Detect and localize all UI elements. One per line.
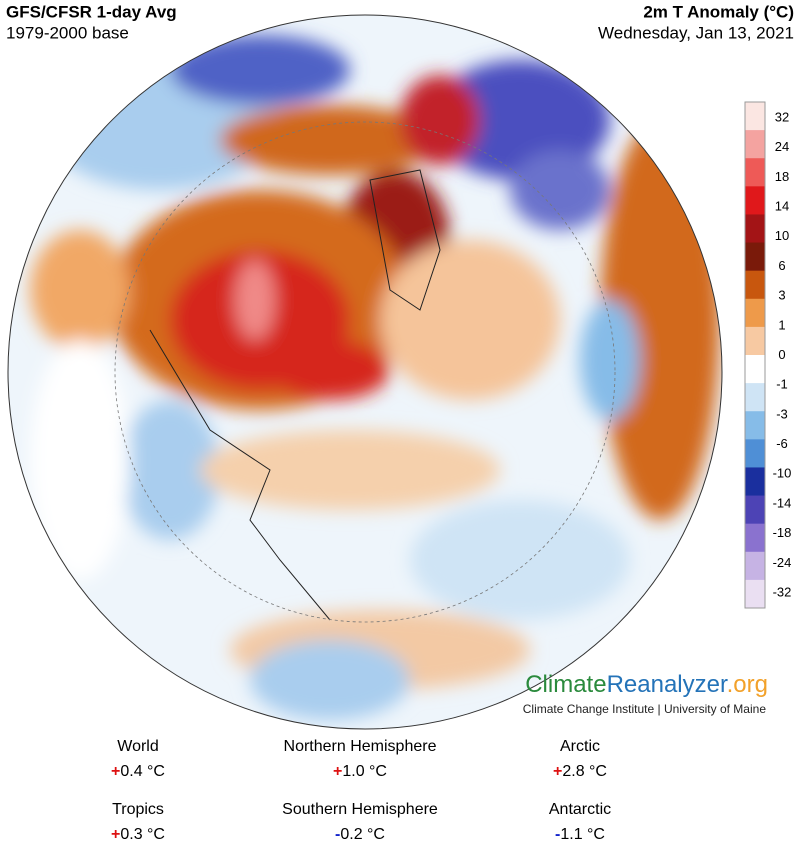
region-name: Northern Hemisphere: [284, 738, 437, 755]
anomaly-sign: -: [555, 826, 560, 843]
colorbar-label: 1: [778, 317, 785, 332]
anomaly-sign: +: [333, 763, 342, 780]
region-anomaly: -0.2 °C: [335, 826, 385, 843]
region-name: Tropics: [112, 801, 164, 818]
anomaly-value: 1.1 °C: [560, 826, 605, 843]
region-name: Southern Hemisphere: [282, 801, 438, 818]
color-band: [745, 495, 765, 525]
color-band: [745, 158, 765, 187]
date: Wednesday, Jan 13, 2021: [598, 23, 794, 42]
anomaly-value: 0.2 °C: [340, 826, 385, 843]
colorbar-label: -24: [773, 555, 792, 570]
anomaly-value: 0.3 °C: [120, 826, 165, 843]
colorbar-label: 32: [775, 109, 789, 124]
anomaly-value: 0.4 °C: [120, 763, 165, 780]
colorbar-label: 10: [775, 228, 789, 243]
color-band: [745, 467, 765, 497]
colorbar-label: -3: [776, 406, 788, 421]
color-band: [745, 551, 765, 581]
anomaly-value: 1.0 °C: [342, 763, 387, 780]
anomaly-value: 2.8 °C: [562, 763, 607, 780]
color-band: [745, 411, 765, 440]
region-anomaly: +1.0 °C: [333, 763, 387, 780]
region-anomaly: +2.8 °C: [553, 763, 607, 780]
region-anomaly: +0.3 °C: [111, 826, 165, 843]
brand-part: Climate: [525, 671, 606, 698]
stats: World +0.4 °C Northern Hemisphere +1.0 °C Ar…: [111, 738, 611, 843]
color-band: [745, 383, 765, 412]
colorbar-frame: [744, 101, 766, 609]
anomaly-sign: +: [111, 826, 120, 843]
globe-outline: [7, 14, 723, 730]
colorbar-label: 3: [778, 288, 785, 303]
color-band: [745, 270, 765, 300]
colorbar-label: -10: [773, 466, 792, 481]
color-band: [745, 523, 765, 553]
region-name: Arctic: [560, 738, 600, 755]
color-band: [745, 355, 765, 384]
brand: ClimateReanalyzer.org: [525, 671, 768, 698]
brand-part: Reanalyzer: [607, 671, 728, 698]
colorbar-label: -14: [773, 495, 792, 510]
color-band: [745, 214, 765, 244]
anomaly-sign: -: [335, 826, 340, 843]
region-anomaly: +0.4 °C: [111, 763, 165, 780]
colorbar-label: 14: [775, 199, 789, 214]
credit: Climate Change Institute | University of…: [523, 702, 767, 716]
brand-part: .org: [727, 671, 768, 698]
colorbar-label: -6: [776, 436, 788, 451]
colorbar-label: 6: [778, 258, 785, 273]
color-band: [745, 326, 765, 356]
subtitle: 1979-2000 base: [6, 23, 129, 42]
color-band: [745, 242, 765, 272]
colorbar-label: -32: [773, 584, 792, 599]
color-band: [745, 298, 765, 328]
variable: 2m T Anomaly (°C): [643, 2, 794, 21]
color-band: [745, 186, 765, 215]
colorbar-label: 24: [775, 139, 789, 154]
colorbar-label: 18: [775, 169, 789, 184]
anomaly-sign: +: [111, 763, 120, 780]
color-band: [745, 102, 765, 131]
colorbar-label: 0: [778, 347, 785, 362]
globe-map: [8, 15, 722, 729]
colorbar-label: -1: [776, 377, 788, 392]
anomaly-sign: +: [553, 763, 562, 780]
colorbar-label: -18: [773, 525, 792, 540]
color-band: [745, 130, 765, 159]
color-band: [745, 579, 765, 609]
region-anomaly: -1.1 °C: [555, 826, 605, 843]
title: GFS/CFSR 1-day Avg: [6, 2, 177, 21]
color-band: [745, 439, 765, 468]
region-name: World: [117, 738, 159, 755]
region-name: Antarctic: [549, 801, 611, 818]
